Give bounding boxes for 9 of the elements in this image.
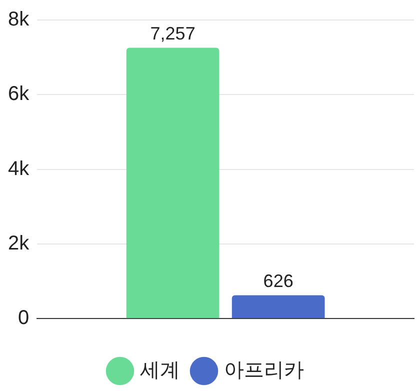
legend-label: 세계 [140,360,180,382]
y-tick-label: 2k [8,232,30,254]
y-tick-label: 6k [8,83,30,106]
data-label: 626 [263,271,294,292]
y-tick-label: 4k [8,158,30,180]
y-tick-label: 0 [18,307,30,330]
legend-label: 아프리카 [224,360,304,382]
y-tick-label: 8k [8,8,30,31]
data-label: 7,257 [150,24,196,44]
